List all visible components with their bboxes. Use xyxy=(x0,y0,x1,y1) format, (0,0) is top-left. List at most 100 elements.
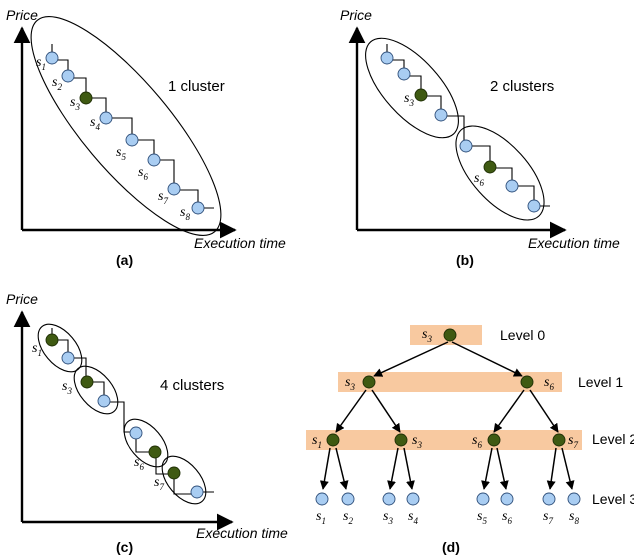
x-axis-label: Execution time xyxy=(528,235,620,251)
panel-d: Level 0 Level 1 Level 2 Level 3 s3 s3 s6 xyxy=(306,325,634,555)
solution-node-s5 xyxy=(125,133,139,147)
level-1-label: Level 1 xyxy=(578,374,623,390)
cluster-ellipse xyxy=(365,37,459,139)
node-label: s5 xyxy=(477,509,487,526)
tree-edge xyxy=(546,447,557,490)
node-label: s1 xyxy=(312,433,322,450)
tree-node-l3-s5 xyxy=(476,492,490,506)
x-axis-label: Execution time xyxy=(196,525,288,541)
tree-node-l3-s2 xyxy=(341,492,355,506)
solution-node-s3 xyxy=(80,375,94,389)
tree-edge xyxy=(493,389,525,433)
y-axis-label: Price xyxy=(340,7,372,23)
tree-edge xyxy=(335,447,349,490)
panel-caption: (d) xyxy=(442,539,460,555)
cluster-ellipse xyxy=(73,365,119,415)
tree-node-l0-s3 xyxy=(443,328,457,342)
panel-caption: (c) xyxy=(116,539,133,555)
panel-c: Price Execution time s1 s3 s6 s7 4 clust… xyxy=(6,291,288,555)
level-0-label: Level 0 xyxy=(500,327,545,343)
solution-node-s5 xyxy=(459,139,473,153)
node-label: s5 xyxy=(116,145,126,162)
solution-node-s1 xyxy=(45,51,59,65)
tree-node-l2-s1 xyxy=(326,433,340,447)
node-label: s6 xyxy=(474,171,484,188)
solution-node-s8 xyxy=(191,201,205,215)
node-label: s7 xyxy=(568,433,578,450)
node-label: s4 xyxy=(408,509,418,526)
tree-node-l1-s3 xyxy=(362,375,376,389)
solution-node-s1 xyxy=(45,333,59,347)
panel-caption: (b) xyxy=(456,252,474,268)
tree-node-l3-s7 xyxy=(542,492,556,506)
tree-node-l3-s1 xyxy=(315,492,329,506)
solution-node-s7 xyxy=(505,179,519,193)
solution-node-s6 xyxy=(147,153,161,167)
solution-node-s7 xyxy=(167,466,181,480)
node-label: s1 xyxy=(316,509,326,526)
node-label: s3 xyxy=(62,379,72,396)
node-label: s3 xyxy=(422,327,432,344)
node-label: s1 xyxy=(32,341,42,358)
node-label: s6 xyxy=(544,375,554,392)
node-label: s2 xyxy=(52,75,62,92)
tree-node-l3-s8 xyxy=(567,492,581,506)
tree-edge xyxy=(403,447,415,490)
solution-node-s8 xyxy=(527,199,541,213)
level-2-band xyxy=(306,430,582,450)
node-label: s3 xyxy=(70,95,80,112)
solution-node-s7 xyxy=(167,182,181,196)
node-label: s4 xyxy=(90,115,100,132)
level-2-label: Level 2 xyxy=(592,431,634,447)
cluster-count-label: 4 clusters xyxy=(160,377,224,394)
solution-node-s1 xyxy=(380,51,394,65)
cluster-count-label: 2 clusters xyxy=(490,78,554,95)
tree-node-l3-s3 xyxy=(382,492,396,506)
tree-edge xyxy=(496,447,509,490)
price-step-curve xyxy=(51,328,214,495)
cluster-ellipse xyxy=(37,323,83,373)
tree-node-l3-s6 xyxy=(500,492,514,506)
x-axis-label: Execution time xyxy=(194,235,286,251)
solution-node-s4 xyxy=(434,108,448,122)
solution-node-s4 xyxy=(97,394,111,408)
panel-a: Price Execution time s1 s2 s3 s4 s5 s6 s… xyxy=(6,7,286,268)
solution-node-s2 xyxy=(397,67,411,81)
solution-node-s2 xyxy=(61,351,75,365)
solution-node-s2 xyxy=(61,69,75,83)
panel-b: Price Execution time s3 s6 2 clusters (b… xyxy=(340,7,620,268)
tree-edge xyxy=(387,447,399,490)
node-label: s2 xyxy=(343,509,353,526)
node-label: s6 xyxy=(472,433,482,450)
solution-node-s4 xyxy=(99,111,113,125)
solution-node-s3 xyxy=(414,88,428,102)
cluster-ellipse xyxy=(161,455,207,505)
tree-edge xyxy=(371,389,401,433)
node-label: s3 xyxy=(404,91,414,108)
node-label: s7 xyxy=(158,189,168,206)
cluster-ellipse xyxy=(30,16,222,236)
node-label: s3 xyxy=(412,433,422,450)
tree-edge xyxy=(529,389,559,433)
node-label: s8 xyxy=(569,509,579,526)
tree-edge xyxy=(481,447,493,490)
node-label: s6 xyxy=(138,165,148,182)
tree-edge xyxy=(319,447,331,490)
node-label: s7 xyxy=(154,475,164,492)
cluster-ellipse xyxy=(455,125,545,221)
solution-node-s3 xyxy=(79,91,93,105)
node-label: s6 xyxy=(502,509,512,526)
node-label: s6 xyxy=(134,455,144,472)
tree-node-l2-s6 xyxy=(487,433,501,447)
node-label: s8 xyxy=(180,205,190,222)
node-label: s1 xyxy=(36,55,46,72)
tree-edge xyxy=(335,389,367,433)
tree-node-l2-s7 xyxy=(552,433,566,447)
level-3-label: Level 3 xyxy=(592,491,634,507)
node-label: s7 xyxy=(543,509,553,526)
tree-node-l3-s4 xyxy=(406,492,420,506)
tree-edge xyxy=(561,447,575,490)
cluster-count-label: 1 cluster xyxy=(168,78,225,95)
panel-caption: (a) xyxy=(116,252,133,268)
